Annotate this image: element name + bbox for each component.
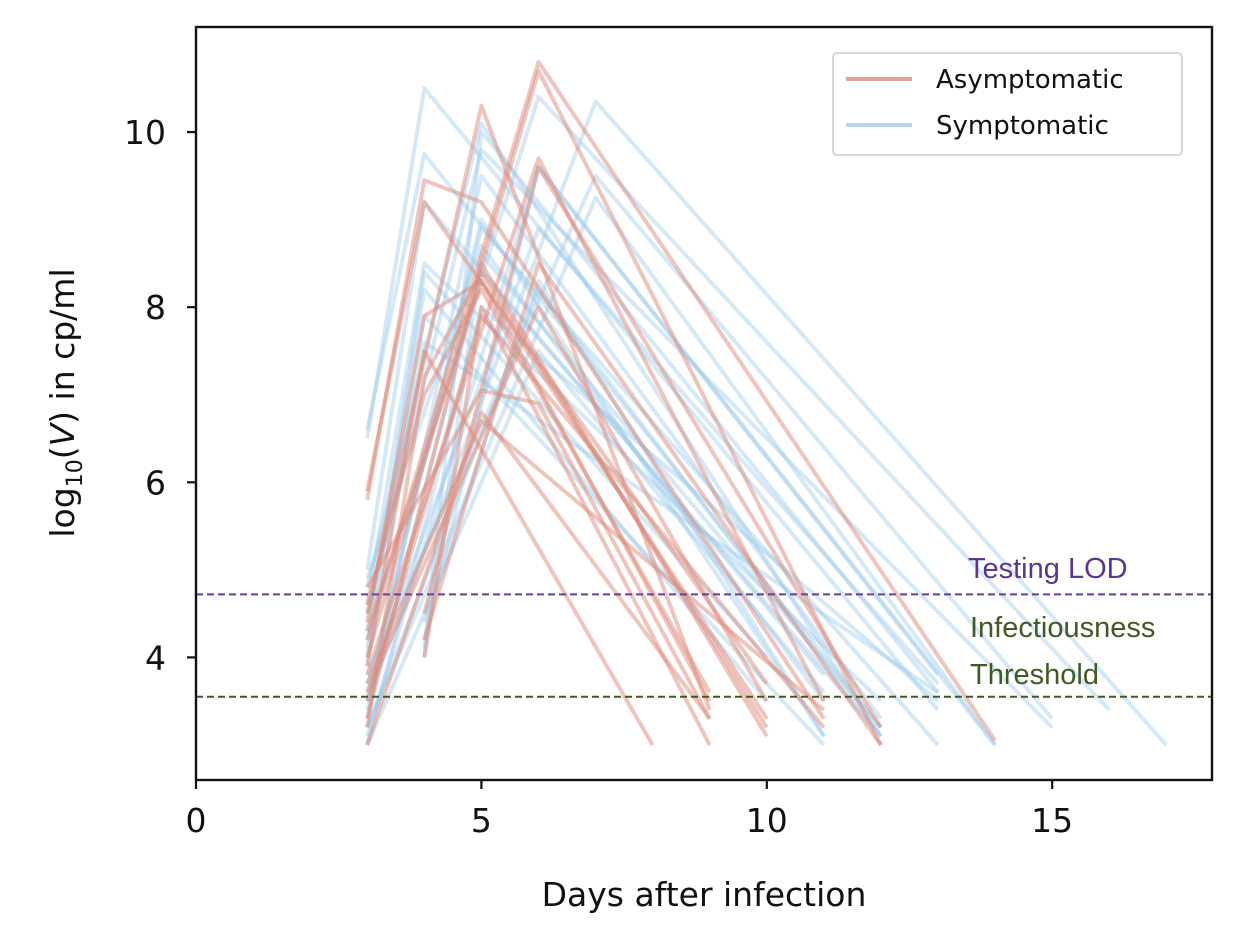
threshold-layer: Testing LOD Infectiousness Threshold (196, 553, 1212, 698)
y-axis-label: log10(V) in cp/ml (43, 268, 88, 537)
x-axis-label: Days after infection (542, 875, 867, 914)
symptomatic-trajectory-14 (365, 173, 883, 720)
asymptomatic-trajectory-18 (422, 165, 883, 729)
x-tick-label-10: 10 (746, 801, 788, 840)
symptomatic-trajectory-20 (365, 226, 940, 686)
asymptomatic-trajectory-16 (365, 419, 826, 712)
asymptomatic-trajectory-9 (365, 287, 712, 694)
legend-box (832, 52, 1183, 156)
asymptomatic-trajectory-19 (422, 305, 712, 746)
asymptomatic-trajectory-8 (365, 349, 655, 747)
testing-lod-label: Testing LOD (968, 553, 1128, 585)
plot-frame (194, 25, 1214, 782)
y-axis-label-paren: ( (43, 446, 82, 459)
infectiousness-threshold-label-line-2: Threshold (970, 659, 1099, 691)
y-tick-label-8: 8 (145, 288, 166, 327)
symptomatic-trajectory-28 (365, 217, 826, 738)
symptomatic-trajectory-1 (365, 86, 940, 712)
legend-label-symptomatic: Symptomatic (936, 111, 1109, 141)
y-axis-label-log: log (43, 487, 82, 537)
series-asymptomatic (365, 60, 997, 747)
x-tick-label-15: 15 (1031, 801, 1073, 840)
symptomatic-trajectory-2 (365, 152, 883, 729)
y-tick-label-10: 10 (124, 113, 166, 152)
y-axis-label-variable: V (43, 421, 82, 446)
infectiousness-threshold-label-line-1: Infectiousness (970, 612, 1155, 644)
y-tick-label-6: 6 (145, 463, 166, 502)
symptomatic-trajectory-10 (365, 261, 883, 703)
x-tick-label-0: 0 (186, 801, 207, 840)
y-tick-label-4: 4 (145, 638, 166, 677)
symptomatic-trajectory-23 (422, 130, 940, 694)
symptomatic-trajectory-3 (365, 121, 883, 738)
y-axis-label-unit: ) in cp/ml (43, 268, 82, 423)
asymptomatic-trajectory-14 (365, 305, 769, 703)
asymptomatic-trajectory-20 (365, 278, 769, 720)
asymptomatic-trajectory-3 (365, 103, 712, 711)
y-axis-label-subscript: 10 (63, 459, 88, 487)
asymptomatic-trajectory-12 (365, 410, 712, 746)
asymptomatic-trajectory-15 (365, 388, 712, 720)
x-tick-label-5: 5 (471, 801, 492, 840)
trajectory-layer (365, 60, 1168, 747)
legend: Asymptomatic Symptomatic (832, 52, 1183, 156)
asymptomatic-trajectory-17 (422, 261, 883, 747)
axis-ticks: 0 5 10 15 4 6 8 10 (124, 113, 1073, 840)
legend-label-asymptomatic: Asymptomatic (936, 65, 1124, 95)
symptomatic-trajectory-6 (365, 99, 1168, 747)
asymptomatic-trajectory-4 (365, 60, 997, 742)
